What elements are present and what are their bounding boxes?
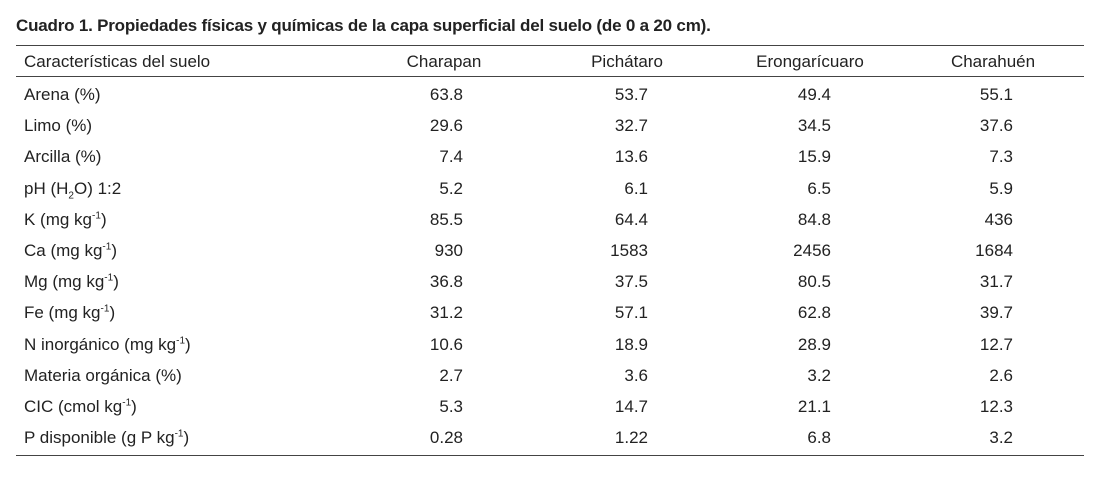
value-cell: 29.6: [429, 116, 463, 136]
value-cell: 0.28: [429, 428, 463, 448]
label-text: ): [100, 209, 107, 229]
row-label: P disponible (g P kg-1): [24, 428, 189, 448]
value-cell: 1.22: [614, 428, 648, 448]
superscript: -1: [102, 241, 112, 253]
value-cell: 37.6: [979, 116, 1013, 136]
row-label: Arcilla (%): [24, 147, 101, 167]
label-text: K (mg kg: [24, 209, 93, 229]
value-cell: 12.7: [979, 334, 1013, 354]
row-label: N inorgánico (mg kg-1): [24, 335, 191, 355]
value-cell: 3.6: [624, 365, 648, 385]
label-text: ): [185, 334, 191, 354]
value-cell: 63.8: [429, 85, 463, 104]
value-cell: 2.6: [989, 365, 1013, 385]
value-cell: 5.3: [439, 397, 463, 416]
bottom-rule: [16, 455, 1084, 456]
row-label: Fe (mg kg-1): [24, 303, 115, 323]
value-cell: 34.5: [797, 116, 831, 136]
label-text: ): [109, 303, 116, 323]
value-cell: 3.2: [989, 428, 1013, 448]
value-cell: 1583: [610, 241, 648, 260]
value-cell: 37.5: [614, 272, 648, 292]
value-cell: 31.2: [429, 303, 463, 323]
subscript: 2: [68, 189, 74, 201]
row-label: Ca (mg kg-1): [24, 241, 117, 261]
value-cell: 13.6: [614, 147, 648, 167]
value-cell: 32.7: [614, 116, 648, 136]
value-cell: 6.8: [807, 428, 831, 448]
header-cell: Pichátaro: [591, 52, 663, 71]
value-cell: 55.1: [979, 85, 1013, 104]
value-cell: 6.5: [807, 178, 831, 198]
superscript: -1: [176, 334, 186, 346]
value-cell: 18.9: [614, 334, 648, 354]
header-cell: Charapan: [406, 52, 482, 71]
label-text: pH (H: [24, 178, 69, 198]
superscript: -1: [100, 303, 110, 315]
value-cell: 36.8: [429, 272, 463, 292]
row-label: Materia orgánica (%): [24, 366, 182, 386]
header-cell: Charahuén: [950, 52, 1036, 71]
label-text: CIC (cmol kg: [24, 397, 123, 416]
value-cell: 3.2: [807, 365, 831, 385]
row-label: Mg (mg kg-1): [24, 272, 119, 292]
row-label: pH (H2O) 1:2: [24, 178, 122, 201]
value-cell: 15.9: [797, 147, 831, 167]
value-cell: 2.7: [439, 365, 463, 385]
superscript: -1: [122, 397, 132, 409]
value-cell: 39.7: [979, 303, 1013, 323]
label-text: Arena (%): [24, 85, 101, 104]
value-cell: 436: [984, 209, 1013, 229]
label-text: P disponible (g P kg: [24, 428, 175, 448]
label-text: ): [111, 241, 117, 260]
value-cell: 7.3: [989, 147, 1013, 167]
label-text: O) 1:2: [73, 178, 122, 198]
value-cell: 80.5: [797, 272, 831, 292]
superscript: -1: [92, 210, 101, 222]
value-cell: 1684: [975, 241, 1013, 260]
superscript: -1: [174, 428, 184, 440]
label-text: Limo (%): [24, 116, 93, 136]
value-cell: 12.3: [979, 397, 1013, 416]
label-text: Arcilla (%): [24, 147, 102, 167]
top-rule: [16, 45, 1084, 46]
row-label: Limo (%): [24, 116, 92, 136]
value-cell: 5.9: [989, 178, 1013, 198]
value-cell: 14.7: [614, 397, 648, 416]
value-cell: 7.4: [439, 147, 463, 167]
value-cell: 10.6: [429, 334, 463, 354]
value-cell: 62.8: [797, 303, 831, 323]
value-cell: 21.1: [797, 397, 831, 416]
label-text: N inorgánico (mg kg: [24, 334, 177, 354]
value-cell: 85.5: [429, 209, 463, 229]
value-cell: 5.2: [439, 178, 463, 198]
value-cell: 6.1: [624, 178, 648, 198]
value-cell: 2456: [793, 241, 831, 260]
value-cell: 49.4: [797, 85, 831, 104]
header-rule: [16, 76, 1084, 77]
label-text: ): [183, 428, 190, 448]
value-cell: 57.1: [614, 303, 648, 323]
row-label: Arena (%): [24, 85, 101, 105]
value-cell: 53.7: [614, 85, 648, 104]
row-label: K (mg kg-1): [24, 210, 107, 230]
header-cell: Características del suelo: [24, 52, 211, 71]
value-cell: 28.9: [797, 334, 831, 354]
label-text: Mg (mg kg: [24, 272, 105, 292]
superscript: -1: [104, 272, 114, 284]
label-text: Fe (mg kg: [24, 303, 101, 323]
label-text: Ca (mg kg: [24, 241, 103, 260]
value-cell: 31.7: [979, 272, 1013, 292]
value-cell: 930: [434, 241, 463, 260]
label-text: ): [131, 397, 137, 416]
value-cell: 64.4: [614, 209, 648, 229]
table-title: Cuadro 1. Propiedades físicas y químicas…: [16, 16, 711, 35]
value-cell: 84.8: [797, 209, 831, 229]
header-cell: Erongarícuaro: [756, 52, 864, 71]
label-text: Materia orgánica (%): [24, 365, 182, 385]
label-text: ): [113, 272, 119, 292]
row-label: CIC (cmol kg-1): [24, 397, 137, 417]
